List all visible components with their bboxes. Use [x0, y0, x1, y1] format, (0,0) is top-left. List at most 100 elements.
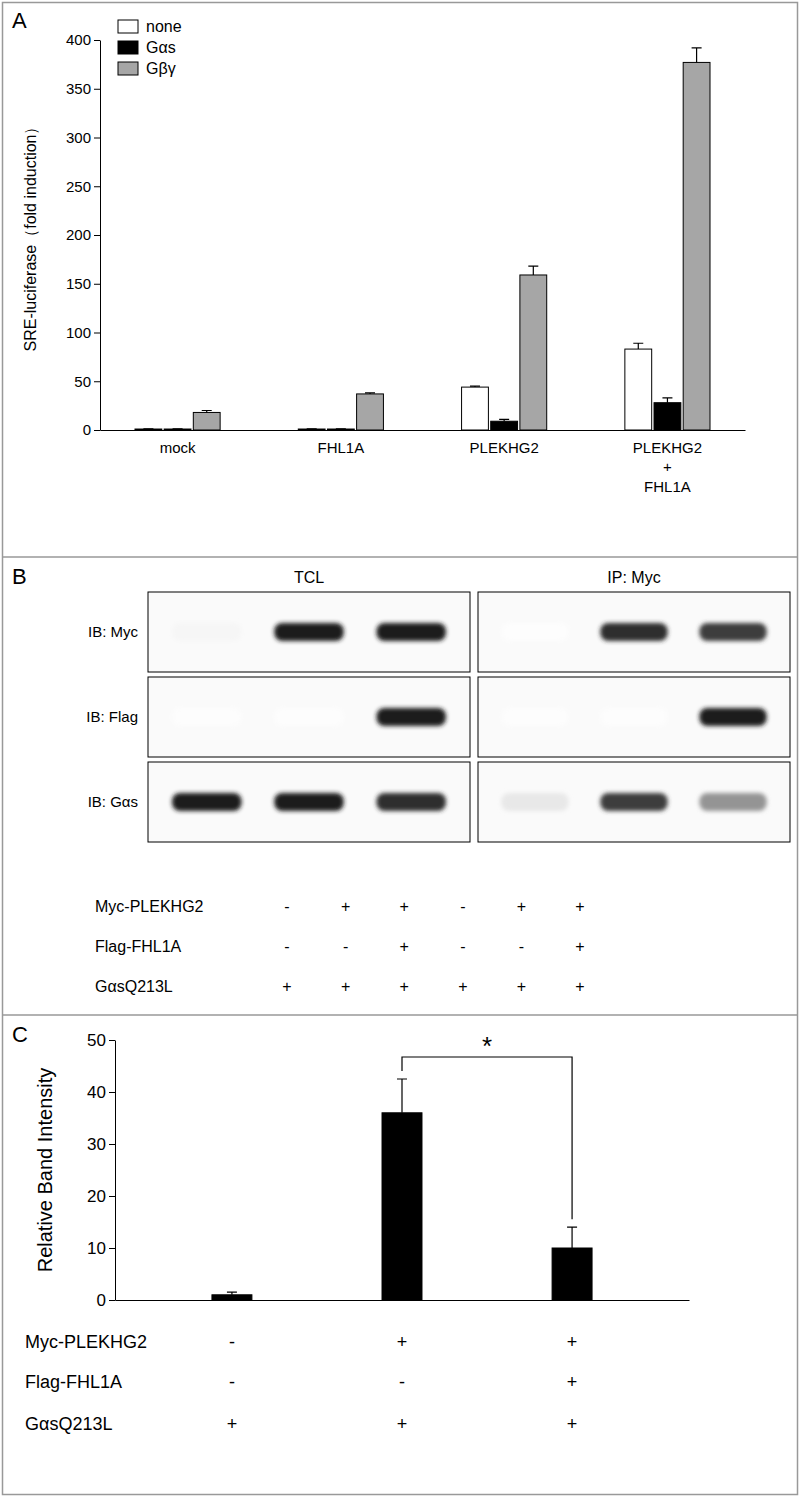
error-bar — [499, 419, 509, 421]
y-tick-label: 350 — [66, 80, 91, 97]
x-axis — [116, 1300, 690, 1301]
blot-band — [501, 623, 568, 641]
error-bar — [365, 392, 375, 394]
error-bar — [307, 428, 317, 429]
row-label: IB: Flag — [86, 708, 138, 725]
error-bar — [633, 343, 643, 349]
error-bar — [528, 266, 538, 275]
y-tick-label: 0 — [83, 421, 91, 438]
error-bar — [692, 48, 702, 63]
condition-sign: + — [575, 938, 584, 955]
x-tick-label-line: PLEKHG2 — [633, 439, 702, 456]
condition-sign: + — [567, 1332, 578, 1352]
condition-sign: + — [400, 978, 409, 995]
y-tick: 200 — [66, 226, 100, 243]
blot-band — [501, 793, 568, 811]
y-tick-mark — [109, 1040, 115, 1041]
legend-swatch — [118, 62, 138, 75]
figure-frame — [3, 3, 798, 1495]
x-tick: FHL1A — [318, 439, 365, 456]
bar — [382, 1113, 422, 1300]
blot-band — [172, 793, 242, 811]
condition-label: GαsQ213L — [25, 1414, 112, 1434]
x-axis-line — [116, 1300, 690, 1301]
x-tick-label-line: PLEKHG2 — [470, 439, 539, 456]
bar — [298, 429, 325, 430]
error-bar — [336, 428, 346, 429]
condition-sign: - — [519, 938, 524, 955]
error-bar — [173, 428, 183, 429]
y-tick: 0 — [83, 421, 100, 438]
x-tick: PLEKHG2+FHL1A — [633, 439, 702, 495]
y-tick-mark — [94, 40, 100, 41]
y-tick-mark — [109, 1300, 115, 1301]
y-tick-label: 100 — [66, 324, 91, 341]
significance-label: * — [482, 1031, 492, 1061]
y-tick-mark — [94, 138, 100, 139]
bar — [625, 349, 652, 430]
y-tick: 50 — [87, 1031, 115, 1050]
legend-swatch — [118, 20, 138, 33]
condition-sign: - — [460, 898, 465, 915]
blot-band — [699, 793, 766, 811]
condition-sign: - — [284, 898, 289, 915]
y-axis: 050100150200250300350400 — [66, 31, 101, 438]
legend-swatch — [118, 41, 138, 54]
condition-sign: + — [400, 938, 409, 955]
bar — [491, 421, 518, 430]
error-bar — [470, 386, 480, 388]
panel-letter: B — [12, 564, 27, 589]
y-tick-label: 50 — [74, 373, 91, 390]
bar — [683, 62, 710, 430]
panel: TCLIP: MycIB: MycIB: FlagIB: GαsMyc-PLEK… — [86, 569, 790, 995]
plot-marks — [135, 48, 710, 430]
y-tick-label: 40 — [87, 1083, 106, 1102]
blot-band — [699, 708, 766, 726]
panel-divider — [3, 556, 798, 558]
bar — [552, 1248, 592, 1300]
figure-svg: A050100150200250300350400mockFHL1APLEKHG… — [0, 0, 800, 1497]
bar — [654, 403, 681, 430]
condition-sign: + — [397, 1332, 408, 1352]
condition-sign: + — [341, 978, 350, 995]
condition-sign: + — [341, 898, 350, 915]
bar — [164, 429, 191, 430]
legend-label: Gαs — [146, 39, 176, 56]
bar — [357, 394, 384, 430]
legend-item: Gβγ — [118, 60, 176, 77]
blot-box — [148, 762, 470, 842]
y-tick: 50 — [74, 373, 100, 390]
condition-sign: - — [284, 938, 289, 955]
y-tick: 10 — [87, 1239, 115, 1258]
x-tick-label: mock — [160, 439, 196, 456]
condition-label: GαsQ213L — [95, 978, 173, 995]
y-tick: 30 — [87, 1135, 115, 1154]
blot-box — [148, 592, 470, 672]
panel-letter: A — [12, 8, 27, 33]
blot-band — [274, 793, 344, 811]
x-tick-label-line: + — [663, 458, 672, 475]
plot-marks — [212, 1079, 592, 1300]
figure: A050100150200250300350400mockFHL1APLEKHG… — [0, 0, 800, 1497]
legend-item: none — [118, 18, 182, 35]
blot-band — [600, 708, 667, 726]
condition-label: Flag-FHL1A — [95, 938, 182, 955]
condition-sign: + — [400, 898, 409, 915]
y-tick: 100 — [66, 324, 100, 341]
condition-label: Myc-PLEKHG2 — [95, 898, 204, 915]
x-axis-line — [101, 430, 746, 431]
blot-band — [172, 708, 242, 726]
condition-sign: + — [227, 1414, 238, 1434]
condition-sign: - — [229, 1332, 235, 1352]
x-tick-label: FHL1A — [318, 439, 365, 456]
blot-box — [478, 592, 790, 672]
bar — [462, 387, 489, 430]
error-bar — [143, 428, 153, 429]
x-tick: mock — [160, 439, 196, 456]
y-tick-label: 0 — [97, 1291, 106, 1310]
panel-divider — [3, 1014, 798, 1016]
error-bar — [662, 398, 672, 403]
error-bar — [397, 1079, 407, 1113]
y-tick-label: 250 — [66, 178, 91, 195]
legend-label: none — [146, 18, 182, 35]
